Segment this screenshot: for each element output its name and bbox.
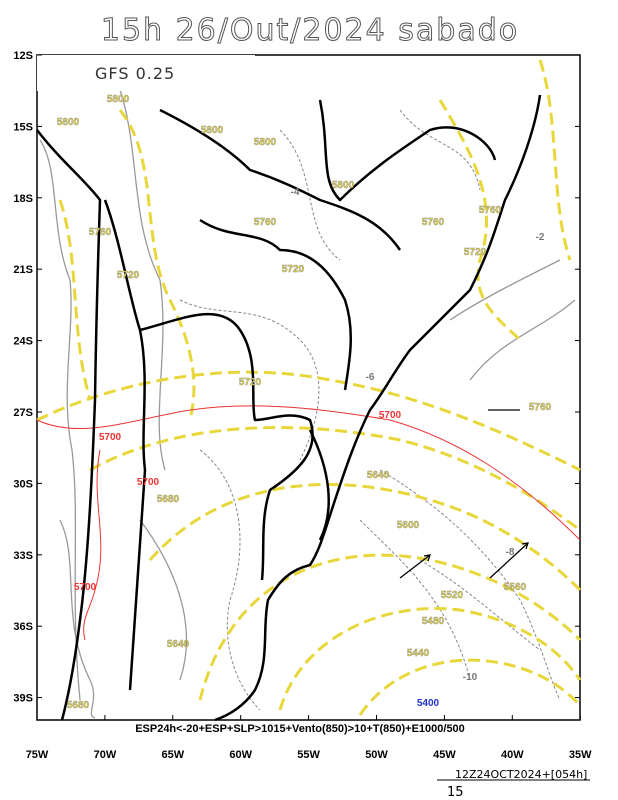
contour-label: 5800	[57, 117, 80, 128]
contour-label: 5720	[282, 264, 305, 275]
contour	[278, 607, 582, 711]
lon-label: 55W	[297, 749, 320, 761]
contour-label: 5760	[479, 205, 502, 216]
contour-label: 5720	[239, 377, 262, 388]
caption: ESP24h<-20+ESP+SLP>1015+Vento(850)>10+T(…	[135, 723, 465, 735]
contour	[198, 553, 582, 701]
contour-label: -8	[506, 547, 515, 558]
contour-labels: 5800 5800 5800 5800 5800 5760 5760 5760 5760 5720…	[57, 94, 552, 711]
height-contours	[36, 59, 582, 716]
lat-label: 15S	[13, 121, 33, 133]
lat-label: 30S	[13, 478, 33, 490]
axis-ticks: 12S 15S 18S 21S 24S 27S 30S 33S 36S 39S 75W 70W 65W 6…	[13, 50, 592, 761]
andes-border	[103, 199, 147, 691]
contour	[118, 109, 196, 421]
contour	[379, 469, 561, 701]
lat-label: 39S	[13, 693, 33, 705]
lat-label: 21S	[13, 264, 33, 276]
contour	[89, 426, 581, 532]
contour	[139, 519, 188, 681]
contour-label: 5600	[397, 520, 420, 531]
contour	[438, 99, 522, 342]
contour	[59, 519, 96, 719]
contour-label: 5800	[332, 180, 355, 191]
red-contours	[36, 405, 581, 641]
lat-label: 24S	[13, 336, 33, 348]
model-box	[37, 55, 255, 91]
border	[159, 108, 402, 251]
contour-label: 5700	[137, 477, 160, 488]
contour	[179, 299, 320, 461]
contour-label: 5720	[117, 270, 140, 281]
contour	[538, 59, 572, 261]
lon-label: 70W	[94, 749, 117, 761]
run-label: 12Z24OCT2024+[054h]	[455, 768, 587, 781]
contour-label: 5760	[422, 217, 445, 228]
contour-label: 5800	[254, 137, 277, 148]
wind-vector	[489, 542, 529, 579]
lat-label: 18S	[13, 193, 33, 205]
contour	[39, 139, 81, 701]
border	[139, 312, 314, 581]
contour	[279, 109, 481, 261]
contour-label: -6	[366, 372, 375, 383]
contour-label: 5760	[89, 227, 112, 238]
contour-label: 5700	[99, 432, 122, 443]
contour-label: 5680	[67, 700, 90, 711]
lon-label: 40W	[501, 749, 524, 761]
contour-label: 5800	[107, 94, 130, 105]
contour	[358, 658, 582, 716]
vector-scale: 15	[447, 785, 464, 800]
border	[308, 429, 330, 541]
contour-label: 5640	[367, 470, 390, 481]
contour-label: 5760	[254, 217, 277, 228]
contour-label: 5520	[441, 590, 464, 601]
map-area: GFS 0.25 5800 5800 5800 5800 5800 5760 5760 576…	[36, 54, 582, 735]
contour-label: 5700	[74, 582, 97, 593]
lon-label: 75W	[26, 749, 49, 761]
contour	[36, 405, 581, 541]
model-label: GFS 0.25	[95, 64, 175, 83]
lat-label: 12S	[13, 50, 33, 62]
contour	[199, 449, 261, 711]
border	[318, 99, 497, 202]
contour-label: -10	[463, 672, 478, 683]
gray-contours	[39, 89, 576, 719]
lat-label: 36S	[13, 621, 33, 633]
wind-vectors	[399, 409, 529, 579]
border	[199, 218, 353, 391]
wind-vector	[399, 554, 431, 579]
contour	[449, 259, 576, 381]
contour-label: 5760	[529, 402, 552, 413]
lon-label: 65W	[161, 749, 184, 761]
contour-label: 5400	[417, 698, 440, 709]
coastlines-borders	[36, 94, 542, 722]
lon-label: 50W	[365, 749, 388, 761]
title: 15h 26/Out/2024 sabado	[101, 13, 519, 48]
contour-label: 5680	[157, 494, 180, 505]
contour-label: 5720	[464, 247, 487, 258]
lon-label: 45W	[433, 749, 456, 761]
dotted-contours	[179, 109, 561, 711]
contour	[359, 519, 471, 681]
contour-label: 5640	[167, 639, 190, 650]
lat-label: 27S	[13, 407, 33, 419]
contour-label: -2	[536, 232, 545, 243]
lon-label: 60W	[229, 749, 252, 761]
contour-label: 5480	[422, 616, 445, 627]
contour-label: 5440	[407, 648, 430, 659]
contour-label: 5800	[201, 125, 224, 136]
contour	[83, 449, 102, 641]
contour-label: 5700	[379, 410, 402, 421]
contour-label: 5560	[504, 582, 527, 593]
atlantic-coast	[214, 94, 542, 722]
contour-label: -4	[291, 187, 300, 198]
lon-label: 35W	[569, 749, 592, 761]
contour	[58, 199, 92, 401]
lat-label: 33S	[13, 550, 33, 562]
pacific-coast	[36, 129, 102, 721]
